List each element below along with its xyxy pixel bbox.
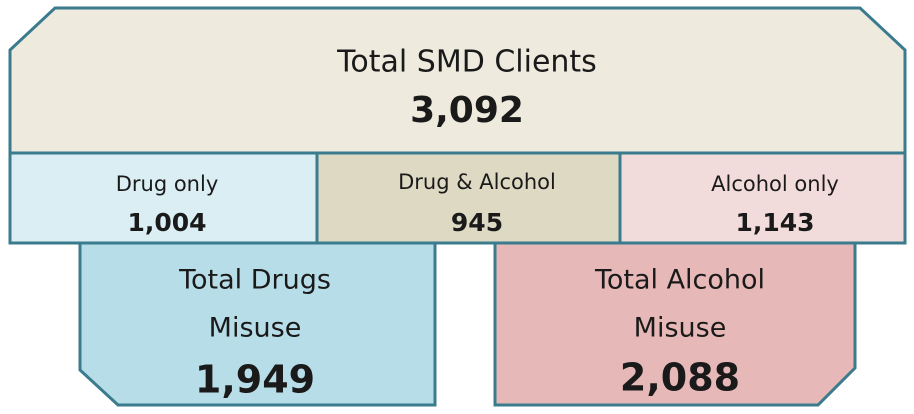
drug-only-box xyxy=(8,151,319,245)
totals-value: 2,088 xyxy=(620,356,740,400)
totals-label: Misuse xyxy=(209,313,302,344)
drug-alcohol-box xyxy=(315,151,622,245)
breakdown-value: 945 xyxy=(451,208,503,237)
total-label: Total SMD Clients xyxy=(336,45,597,80)
breakdown-label: Drug & Alcohol xyxy=(398,170,556,194)
alcohol-total-box xyxy=(493,241,857,407)
breakdown-label: Drug only xyxy=(116,172,219,196)
totals-label: Total Drugs xyxy=(178,265,331,296)
breakdown-value: 1,143 xyxy=(735,208,814,237)
breakdown-label: Alcohol only xyxy=(711,172,839,196)
breakdown-value: 1,004 xyxy=(127,208,206,237)
total-value: 3,092 xyxy=(410,90,524,131)
drugs-total-box xyxy=(78,241,437,407)
totals-label: Total Alcohol xyxy=(594,265,765,296)
total-box xyxy=(8,6,907,157)
totals-label: Misuse xyxy=(634,313,727,344)
totals-value: 1,949 xyxy=(195,358,315,402)
